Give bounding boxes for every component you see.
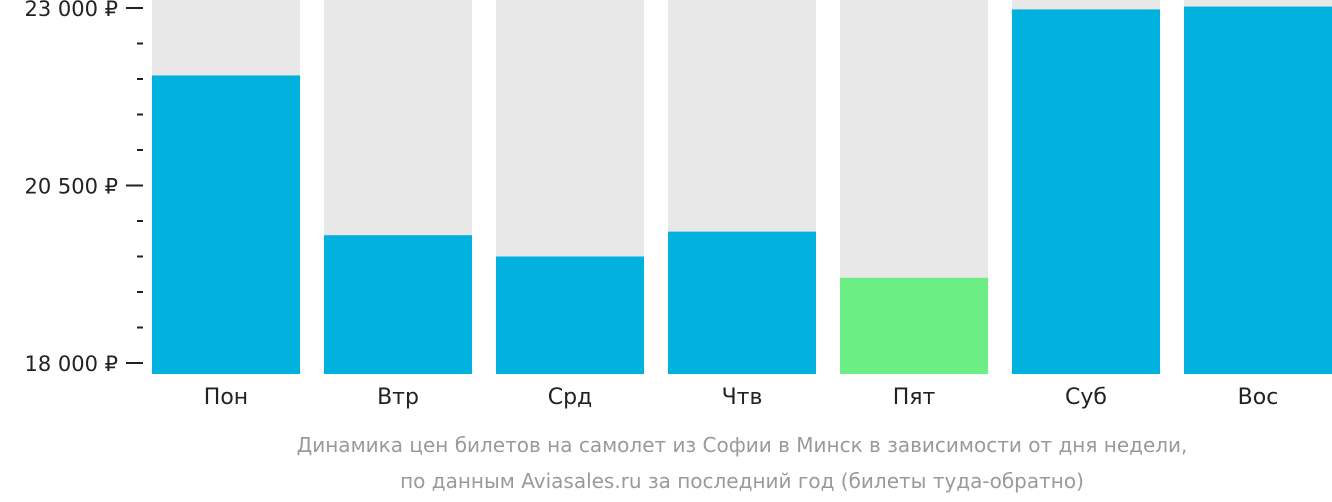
data-bars: [152, 6, 1332, 375]
bar-0: [152, 75, 300, 374]
x-tick-label: Вос: [1238, 385, 1279, 410]
bar-2: [496, 256, 644, 374]
y-tick-label: 18 000 ₽: [24, 352, 118, 376]
x-tick-label: Пон: [204, 385, 248, 410]
x-tick-label: Пят: [893, 385, 936, 410]
bar-5: [1012, 9, 1160, 374]
caption-line-1: Динамика цен билетов на самолет из Софии…: [297, 433, 1188, 457]
y-tick-label: 20 500 ₽: [24, 175, 118, 199]
y-axis: 18 000 ₽ 20 500 ₽ 23 000 ₽: [24, 0, 143, 376]
caption-line-2: по данным Aviasales.ru за последний год …: [400, 469, 1084, 493]
x-axis-labels: Пон Втр Срд Чтв Пят Суб Вос: [204, 385, 1279, 410]
x-tick-label: Втр: [377, 385, 419, 410]
bar-1: [324, 235, 472, 374]
bar-4: [840, 277, 988, 374]
y-tick-label: 23 000 ₽: [24, 0, 118, 21]
bar-3: [668, 231, 816, 374]
x-tick-label: Чтв: [722, 385, 763, 410]
bar-6: [1184, 6, 1332, 375]
x-tick-label: Срд: [548, 385, 593, 410]
x-tick-label: Суб: [1065, 385, 1107, 410]
